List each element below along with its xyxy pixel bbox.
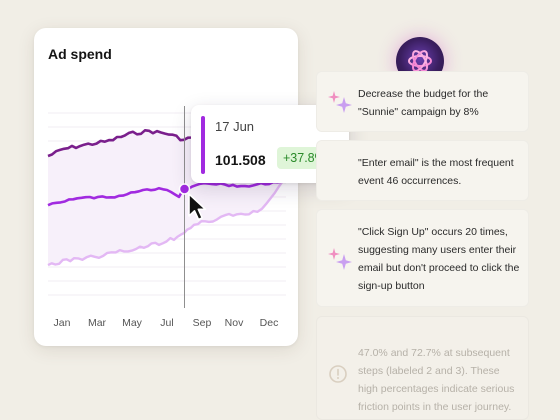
hover-point (178, 183, 191, 195)
mouse-cursor-icon (188, 193, 207, 221)
chart-title: Ad spend (48, 46, 112, 62)
chart-plot[interactable]: Jan Mar May Jul Sep Nov Dec (34, 28, 298, 346)
series-line-light (47, 177, 287, 267)
insight-card[interactable]: 47.0% and 72.7% at subsequent steps (lab… (316, 316, 529, 420)
x-tick-label: May (122, 317, 143, 329)
x-tick-label: Nov (225, 317, 244, 329)
x-tick-label: Dec (260, 317, 279, 329)
series-line-primary (47, 178, 287, 207)
ai-logo-icon (408, 50, 432, 72)
sparkle-icon (328, 248, 352, 270)
x-tick-label: Jan (54, 317, 71, 329)
insight-text: "Click Sign Up" occurs 20 times, suggest… (358, 226, 520, 292)
insight-card[interactable]: Decrease the budget for the "Sunnie" cam… (316, 71, 529, 132)
x-tick-label: Mar (88, 317, 107, 329)
insight-text: Decrease the budget for the "Sunnie" cam… (358, 88, 489, 118)
tooltip-date: 17 Jun (215, 119, 255, 134)
x-axis-labels: Jan Mar May Jul Sep Nov Dec (54, 317, 279, 329)
tooltip-value: 101.508 (215, 152, 266, 168)
x-tick-label: Sep (193, 317, 212, 329)
insight-text: 47.0% and 72.7% at subsequent steps (lab… (358, 347, 515, 413)
tooltip-series-marker (201, 116, 205, 174)
x-tick-label: Jul (160, 317, 173, 329)
alert-circle-icon (329, 365, 347, 383)
sparkle-icon (328, 91, 352, 113)
insight-card[interactable]: "Enter email" is the most frequent event… (316, 140, 529, 201)
ad-spend-chart-card: Ad spend Jan Mar May Jul Sep Nov Dec (34, 28, 298, 346)
insight-card[interactable]: "Click Sign Up" occurs 20 times, suggest… (316, 209, 529, 307)
insight-text: "Enter email" is the most frequent event… (358, 157, 514, 187)
